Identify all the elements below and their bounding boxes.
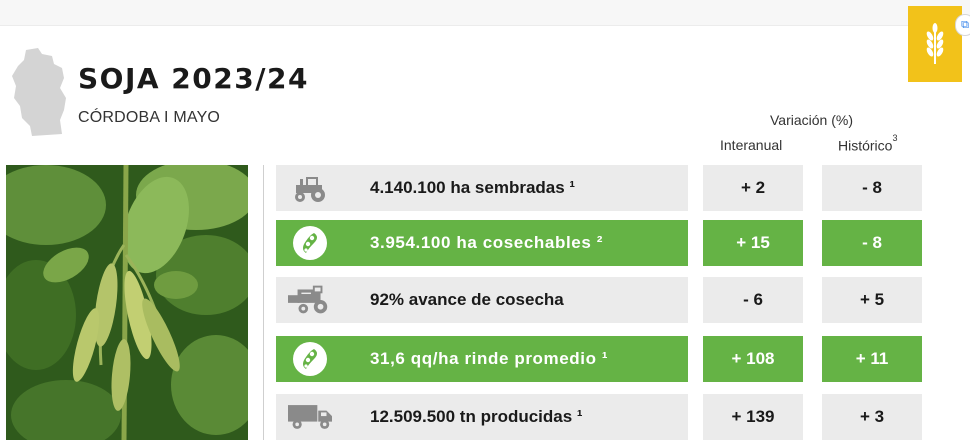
value-historico: - 8: [822, 165, 922, 211]
value-historico: + 3: [822, 394, 922, 440]
category-badge: [908, 6, 962, 82]
page-title: SOJA 2023/24: [78, 62, 309, 95]
value-interanual: + 108: [703, 336, 803, 382]
value-historico: + 5: [822, 277, 922, 323]
variation-title: Variación (%): [770, 112, 853, 128]
row-producidas: 12.509.500 tn producidas ¹: [276, 394, 688, 440]
soybean-photo: [6, 165, 248, 440]
value-interanual: + 2: [703, 165, 803, 211]
column-header-historico: Histórico3: [838, 133, 897, 154]
row-cosechables: 3.954.100 ha cosechables ²: [276, 220, 688, 266]
column-header-historico-label: Histórico: [838, 137, 893, 154]
value-interanual: + 15: [703, 220, 803, 266]
top-bar: [0, 0, 970, 26]
page-subtitle: CÓRDOBA I MAYO: [78, 109, 221, 126]
value-interanual: + 139: [703, 394, 803, 440]
row-label: 12.509.500 tn producidas ¹: [370, 407, 583, 426]
tractor-icon: [295, 177, 325, 202]
soy-pod-icon: [303, 233, 317, 253]
row-avance-cosecha: 92% avance de cosecha: [276, 277, 688, 323]
expand-button[interactable]: ⧉: [955, 14, 970, 36]
row-label: 3.954.100 ha cosechables ²: [370, 233, 603, 252]
value-interanual: - 6: [703, 277, 803, 323]
value-historico: - 8: [822, 220, 922, 266]
row-label: 92% avance de cosecha: [370, 290, 564, 309]
soy-pod-icon: [303, 349, 317, 369]
vertical-divider: [263, 165, 264, 440]
row-rinde-promedio: 31,6 qq/ha rinde promedio ¹: [276, 336, 688, 382]
column-header-interanual: Interanual: [720, 137, 783, 153]
expand-icon: ⧉: [961, 18, 969, 31]
wheat-icon: [926, 23, 944, 64]
province-map-icon: [12, 48, 66, 136]
truck-icon: [288, 405, 332, 429]
row-label: 31,6 qq/ha rinde promedio ¹: [370, 349, 609, 368]
value-historico: + 11: [822, 336, 922, 382]
row-label: 4.140.100 ha sembradas ¹: [370, 178, 576, 197]
row-sembradas: 4.140.100 ha sembradas ¹: [276, 165, 688, 211]
harvester-icon: [288, 285, 328, 314]
footnote-marker: 3: [892, 133, 898, 143]
